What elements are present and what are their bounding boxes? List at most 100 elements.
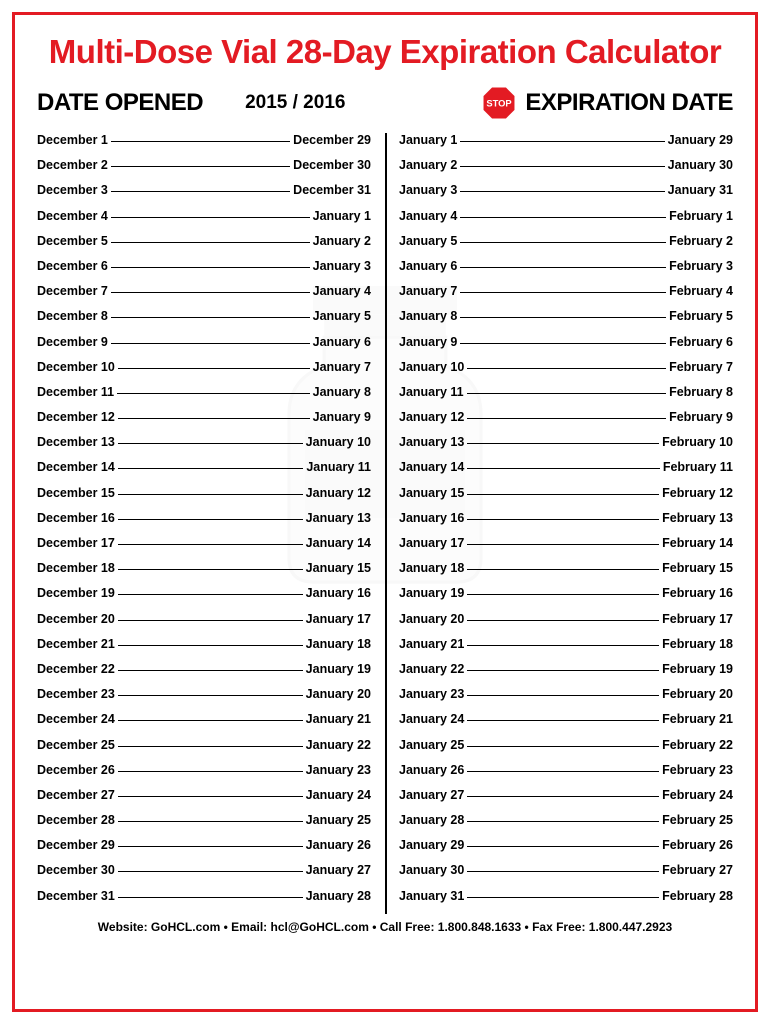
expiration-value: December 29 xyxy=(293,133,371,147)
row-underline xyxy=(118,569,303,570)
footer-sep-1: • xyxy=(220,920,231,934)
right-row: January 24February 21 xyxy=(399,712,733,726)
footer-call-label: Call Free: xyxy=(380,920,438,934)
left-row: December 5 January 2 xyxy=(37,234,371,248)
date-opened-value: December 6 xyxy=(37,259,108,273)
expiration-value: February 18 xyxy=(662,637,733,651)
right-row: January 10February 7 xyxy=(399,360,733,374)
date-opened-value: January 1 xyxy=(399,133,457,147)
left-row: December 28January 25 xyxy=(37,813,371,827)
footer-website-label: Website: xyxy=(98,920,151,934)
date-opened-value: December 23 xyxy=(37,687,115,701)
right-row: January 15February 12 xyxy=(399,486,733,500)
expiration-value: January 17 xyxy=(306,612,371,626)
left-row: December 16January 13 xyxy=(37,511,371,525)
date-opened-value: January 11 xyxy=(399,385,464,399)
expiration-label: EXPIRATION DATE xyxy=(525,89,733,117)
left-row: December 12January 9 xyxy=(37,410,371,424)
expiration-value: January 28 xyxy=(306,889,371,903)
left-row: December 27January 24 xyxy=(37,788,371,802)
footer-sep-3: • xyxy=(521,920,532,934)
row-underline xyxy=(467,620,659,621)
expiration-value: February 7 xyxy=(669,360,733,374)
expiration-value: January 18 xyxy=(306,637,371,651)
date-opened-value: January 4 xyxy=(399,209,457,223)
date-opened-value: December 27 xyxy=(37,788,115,802)
row-underline xyxy=(467,468,659,469)
right-row: January 17February 14 xyxy=(399,536,733,550)
expiration-value: February 6 xyxy=(669,335,733,349)
expiration-value: January 5 xyxy=(313,309,371,323)
row-underline xyxy=(118,443,303,444)
left-row: December 26January 23 xyxy=(37,763,371,777)
date-opened-value: January 21 xyxy=(399,637,464,651)
stop-icon: STOP xyxy=(481,85,517,121)
date-opened-value: January 5 xyxy=(399,234,457,248)
row-underline xyxy=(118,897,303,898)
expiration-value: February 28 xyxy=(662,889,733,903)
footer-call: 1.800.848.1633 xyxy=(438,920,521,934)
expiration-value: January 16 xyxy=(306,586,371,600)
row-underline xyxy=(118,645,303,646)
row-underline xyxy=(460,242,666,243)
left-row: December 3December 31 xyxy=(37,183,371,197)
row-underline xyxy=(111,191,290,192)
right-row: January 27February 24 xyxy=(399,788,733,802)
date-opened-value: December 30 xyxy=(37,863,115,877)
left-row: December 19January 16 xyxy=(37,586,371,600)
date-opened-value: January 28 xyxy=(399,813,464,827)
row-underline xyxy=(460,141,664,142)
date-opened-value: December 24 xyxy=(37,712,115,726)
row-underline xyxy=(467,569,659,570)
expiration-value: February 14 xyxy=(662,536,733,550)
row-underline xyxy=(467,720,659,721)
row-underline xyxy=(111,217,310,218)
left-row: December 20January 17 xyxy=(37,612,371,626)
right-row: January 21 February 18 xyxy=(399,637,733,651)
row-underline xyxy=(118,494,303,495)
expiration-value: January 21 xyxy=(306,712,371,726)
date-opened-value: January 25 xyxy=(399,738,464,752)
date-opened-value: January 30 xyxy=(399,863,464,877)
left-row: December 31January 28 xyxy=(37,889,371,903)
expiration-value: January 6 xyxy=(313,335,371,349)
expiration-value: January 2 xyxy=(313,234,371,248)
expiration-value: January 19 xyxy=(306,662,371,676)
date-opened-value: December 15 xyxy=(37,486,115,500)
left-row: December 11January 8 xyxy=(37,385,371,399)
expiration-value: February 3 xyxy=(669,259,733,273)
date-opened-value: December 29 xyxy=(37,838,115,852)
expiration-value: January 25 xyxy=(306,813,371,827)
date-opened-label: DATE OPENED xyxy=(37,89,203,117)
expiration-value: February 4 xyxy=(669,284,733,298)
stop-text: STOP xyxy=(487,99,512,109)
expiration-value: January 15 xyxy=(306,561,371,575)
row-underline xyxy=(118,670,303,671)
right-row: January 19February 16 xyxy=(399,586,733,600)
date-opened-value: December 4 xyxy=(37,209,108,223)
right-row: January 3January 31 xyxy=(399,183,733,197)
right-row: January 2January 30 xyxy=(399,158,733,172)
row-underline xyxy=(111,292,310,293)
expiration-value: February 25 xyxy=(662,813,733,827)
left-row: December 30January 27 xyxy=(37,863,371,877)
row-underline xyxy=(460,267,666,268)
row-underline xyxy=(467,746,659,747)
expiration-value: February 12 xyxy=(662,486,733,500)
right-row: January 31February 28 xyxy=(399,889,733,903)
date-opened-value: January 6 xyxy=(399,259,457,273)
date-opened-value: January 9 xyxy=(399,335,457,349)
expiration-value: January 10 xyxy=(306,435,371,449)
row-underline xyxy=(111,141,290,142)
footer-fax-label: Fax Free: xyxy=(532,920,589,934)
expiration-value: February 10 xyxy=(662,435,733,449)
row-underline xyxy=(467,393,666,394)
date-opened-value: December 18 xyxy=(37,561,115,575)
date-opened-value: January 13 xyxy=(399,435,464,449)
row-underline xyxy=(467,771,659,772)
expiration-value: January 3 xyxy=(313,259,371,273)
date-opened-value: December 26 xyxy=(37,763,115,777)
row-underline xyxy=(118,594,303,595)
expiration-value: February 23 xyxy=(662,763,733,777)
date-opened-value: December 5 xyxy=(37,234,108,248)
